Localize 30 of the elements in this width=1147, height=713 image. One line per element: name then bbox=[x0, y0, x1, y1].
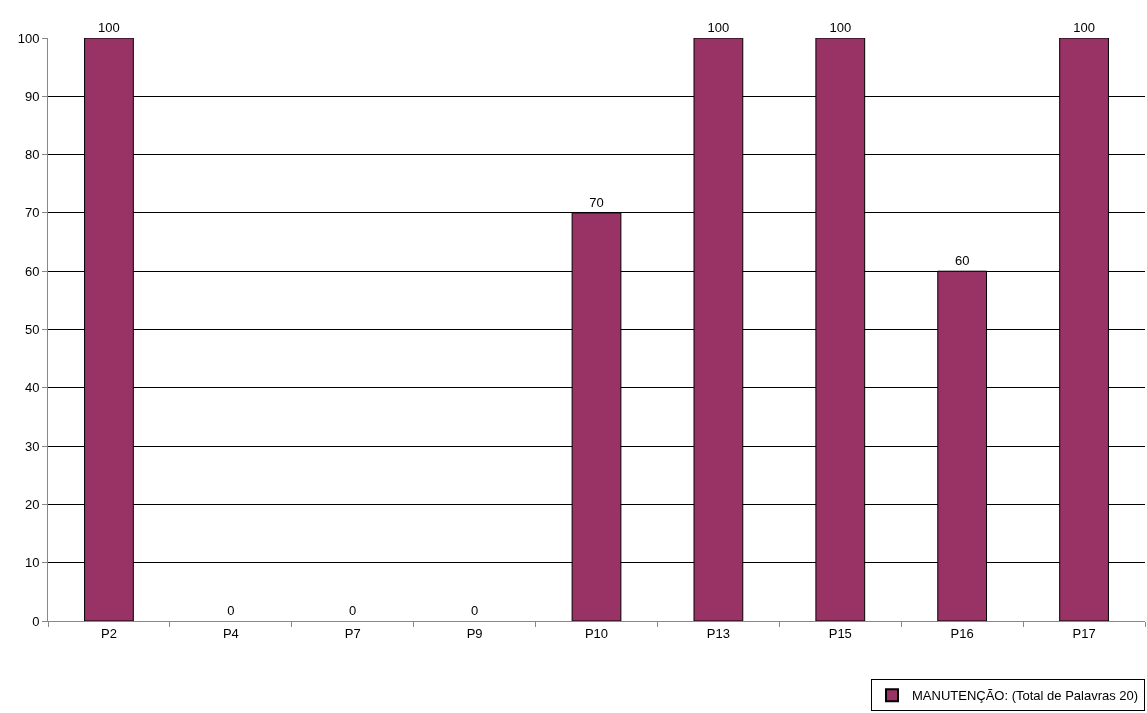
data-label: 70 bbox=[589, 194, 604, 210]
y-tick-label: 10 bbox=[24, 555, 40, 571]
y-tick-label: 20 bbox=[24, 496, 40, 512]
data-label: 100 bbox=[829, 20, 852, 35]
data-label: 0 bbox=[227, 603, 235, 618]
legend-label: MANUTENÇÃO: (Total de Palavras 20) bbox=[912, 688, 1139, 704]
x-tick-label: P9 bbox=[466, 625, 483, 641]
x-tick-label: P4 bbox=[222, 625, 239, 641]
x-tick-label: P7 bbox=[344, 625, 361, 641]
y-tick-label: 40 bbox=[24, 380, 40, 396]
data-label: 100 bbox=[98, 20, 120, 35]
data-label: 0 bbox=[470, 603, 479, 618]
x-tick-label: P10 bbox=[584, 625, 609, 641]
y-tick-label: 80 bbox=[24, 147, 40, 163]
y-tick-label: 100 bbox=[17, 30, 40, 46]
y-tick-label: 50 bbox=[24, 322, 40, 338]
x-tick-label: P2 bbox=[100, 625, 117, 641]
y-tick-label: 60 bbox=[24, 263, 40, 279]
y-tick-label: 70 bbox=[24, 205, 40, 221]
x-tick-label: P13 bbox=[706, 625, 730, 641]
data-label: 100 bbox=[707, 20, 730, 35]
y-tick-label: 90 bbox=[24, 88, 40, 104]
y-tick-label: 0 bbox=[32, 613, 40, 629]
data-label: 100 bbox=[1073, 20, 1095, 35]
x-tick-label: P16 bbox=[950, 625, 974, 641]
x-tick-label: P17 bbox=[1072, 625, 1096, 641]
x-tick-label: P15 bbox=[828, 625, 852, 641]
data-label: 60 bbox=[954, 253, 970, 269]
y-tick-label: 30 bbox=[24, 438, 40, 454]
data-label: 0 bbox=[349, 603, 357, 618]
